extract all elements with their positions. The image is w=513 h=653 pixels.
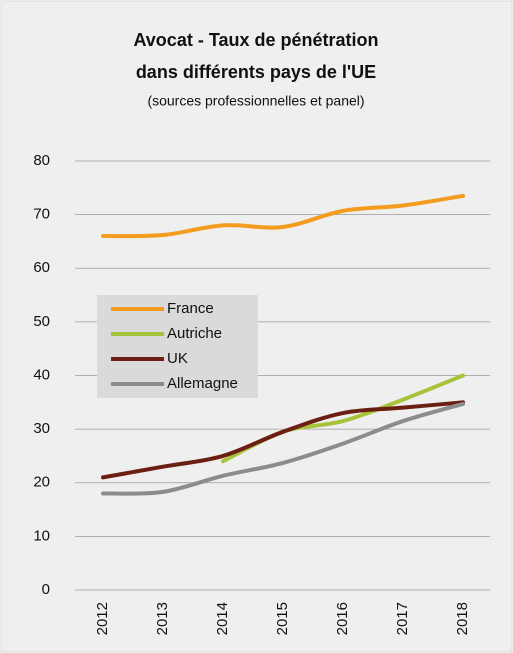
x-tick-label: 2018 (454, 602, 471, 635)
x-tick-label: 2013 (154, 602, 171, 635)
x-tick-label: 2012 (94, 602, 111, 635)
y-tick-label: 80 (33, 152, 50, 169)
y-tick-label: 30 (33, 420, 50, 437)
y-tick-label: 40 (33, 366, 50, 383)
x-tick-label: 2014 (214, 602, 231, 635)
x-tick-label: 2016 (334, 602, 351, 635)
y-tick-label: 0 (42, 581, 50, 598)
y-tick-label: 70 (33, 206, 50, 223)
x-tick-label: 2015 (274, 602, 291, 635)
series-line (101, 400, 465, 480)
legend-label: Allemagne (167, 375, 238, 392)
series-line (101, 193, 465, 239)
chart-subtitle: (sources professionnelles et panel) (147, 93, 364, 109)
chart-title: dans différents pays de l'UE (136, 62, 376, 82)
y-tick-label: 10 (33, 527, 50, 544)
x-tick-label: 2017 (394, 602, 411, 635)
legend-label: UK (167, 350, 188, 367)
legend-label: Autriche (167, 325, 222, 342)
y-tick-label: 50 (33, 313, 50, 330)
legend-box (97, 295, 258, 398)
y-tick-label: 60 (33, 259, 50, 276)
series-line (101, 401, 465, 496)
legend-label: France (167, 300, 214, 317)
chart-title: Avocat - Taux de pénétration (133, 30, 378, 50)
y-tick-label: 20 (33, 474, 50, 491)
